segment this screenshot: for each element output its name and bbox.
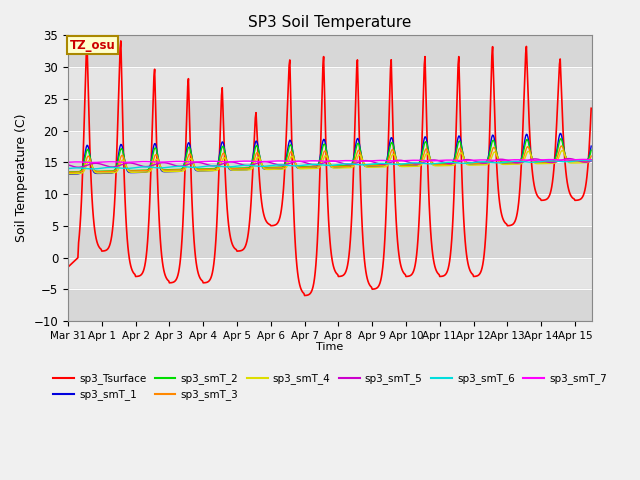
X-axis label: Time: Time [316, 342, 344, 352]
sp3_smT_6 [67, 166, 74, 171]
sp3_smT_7 [440, 157, 448, 163]
sp3_smT_7 [308, 158, 316, 164]
sp3_smT_4 [307, 166, 315, 171]
sp3_smT_6 [288, 163, 296, 168]
sp3_smT_3 [452, 156, 460, 162]
sp3_smT_6 [308, 161, 316, 167]
sp3_smT_3 [557, 143, 565, 149]
sp3_smT_7 [67, 159, 74, 165]
sp3_smT_5 [564, 156, 572, 161]
sp3_smT_7 [588, 157, 595, 163]
sp3_smT_5 [440, 159, 448, 165]
sp3_smT_1 [452, 146, 460, 152]
Line: sp3_smT_6: sp3_smT_6 [68, 160, 591, 169]
sp3_smT_3 [287, 149, 295, 155]
sp3_smT_3 [138, 168, 145, 174]
sp3_smT_2 [440, 161, 447, 167]
sp3_smT_2 [557, 136, 564, 142]
sp3_smT_5 [75, 164, 83, 170]
sp3_smT_5 [588, 158, 595, 164]
sp3_smT_7 [580, 156, 588, 162]
sp3_Tsurface [301, 293, 308, 299]
sp3_smT_3 [588, 153, 595, 159]
sp3_Tsurface [117, 38, 125, 44]
sp3_smT_1 [67, 171, 74, 177]
sp3_Tsurface [454, 82, 461, 88]
Line: sp3_smT_7: sp3_smT_7 [68, 159, 591, 163]
Bar [68, 99, 592, 131]
sp3_smT_4 [287, 154, 295, 159]
sp3_smT_4 [559, 148, 566, 154]
Bar [68, 131, 592, 162]
sp3_smT_6 [89, 166, 97, 172]
Bar [68, 67, 592, 99]
Line: sp3_smT_2: sp3_smT_2 [68, 139, 591, 172]
sp3_Tsurface [288, 149, 296, 155]
Bar [68, 194, 592, 226]
sp3_smT_7 [453, 157, 461, 163]
sp3_Tsurface [138, 271, 146, 276]
sp3_smT_1 [64, 171, 72, 177]
sp3_smT_7 [64, 159, 72, 165]
Bar [68, 257, 592, 289]
sp3_smT_3 [67, 169, 74, 175]
sp3_smT_6 [440, 160, 448, 166]
sp3_smT_5 [64, 162, 72, 168]
sp3_smT_4 [64, 171, 72, 177]
sp3_smT_3 [307, 164, 315, 170]
Line: sp3_smT_1: sp3_smT_1 [68, 133, 591, 174]
Y-axis label: Soil Temperature (C): Soil Temperature (C) [15, 114, 28, 242]
sp3_smT_7 [288, 158, 296, 164]
sp3_smT_6 [453, 160, 461, 166]
sp3_smT_5 [138, 163, 146, 169]
sp3_smT_1 [440, 162, 447, 168]
sp3_smT_5 [453, 159, 461, 165]
sp3_smT_2 [138, 168, 145, 173]
sp3_Tsurface [64, 264, 72, 270]
Bar [68, 226, 592, 257]
sp3_smT_1 [287, 140, 295, 145]
sp3_smT_2 [287, 143, 295, 149]
sp3_Tsurface [308, 287, 316, 292]
Line: sp3_smT_3: sp3_smT_3 [68, 146, 591, 172]
sp3_smT_3 [64, 169, 72, 175]
Bar [68, 289, 592, 321]
Title: SP3 Soil Temperature: SP3 Soil Temperature [248, 15, 412, 30]
sp3_smT_5 [288, 159, 296, 165]
sp3_smT_5 [308, 162, 316, 168]
sp3_smT_6 [580, 157, 588, 163]
sp3_smT_6 [138, 164, 146, 170]
sp3_smT_6 [588, 158, 595, 164]
sp3_smT_7 [138, 159, 146, 165]
sp3_smT_7 [89, 160, 97, 166]
Bar [68, 162, 592, 194]
sp3_smT_1 [307, 165, 315, 171]
sp3_smT_1 [556, 131, 564, 136]
sp3_Tsurface [441, 272, 449, 278]
sp3_smT_4 [440, 163, 447, 168]
sp3_smT_2 [307, 164, 315, 169]
sp3_smT_4 [452, 160, 460, 166]
Line: sp3_smT_4: sp3_smT_4 [68, 151, 591, 174]
sp3_smT_6 [64, 166, 72, 171]
sp3_smT_5 [67, 163, 74, 168]
sp3_smT_2 [452, 150, 460, 156]
sp3_Tsurface [588, 106, 595, 111]
sp3_smT_2 [64, 169, 72, 175]
Line: sp3_Tsurface: sp3_Tsurface [68, 41, 591, 296]
sp3_smT_2 [588, 147, 595, 153]
sp3_Tsurface [67, 262, 74, 268]
sp3_smT_2 [67, 169, 74, 175]
Legend: sp3_Tsurface, sp3_smT_1, sp3_smT_2, sp3_smT_3, sp3_smT_4, sp3_smT_5, sp3_smT_6, : sp3_Tsurface, sp3_smT_1, sp3_smT_2, sp3_… [49, 369, 611, 405]
sp3_smT_4 [588, 157, 595, 163]
Bar [68, 36, 592, 67]
Line: sp3_smT_5: sp3_smT_5 [68, 158, 591, 167]
sp3_smT_4 [67, 171, 74, 177]
sp3_smT_3 [440, 161, 447, 167]
Text: TZ_osu: TZ_osu [70, 38, 115, 51]
sp3_smT_1 [588, 143, 595, 149]
sp3_smT_4 [138, 169, 145, 175]
sp3_smT_1 [138, 169, 145, 175]
